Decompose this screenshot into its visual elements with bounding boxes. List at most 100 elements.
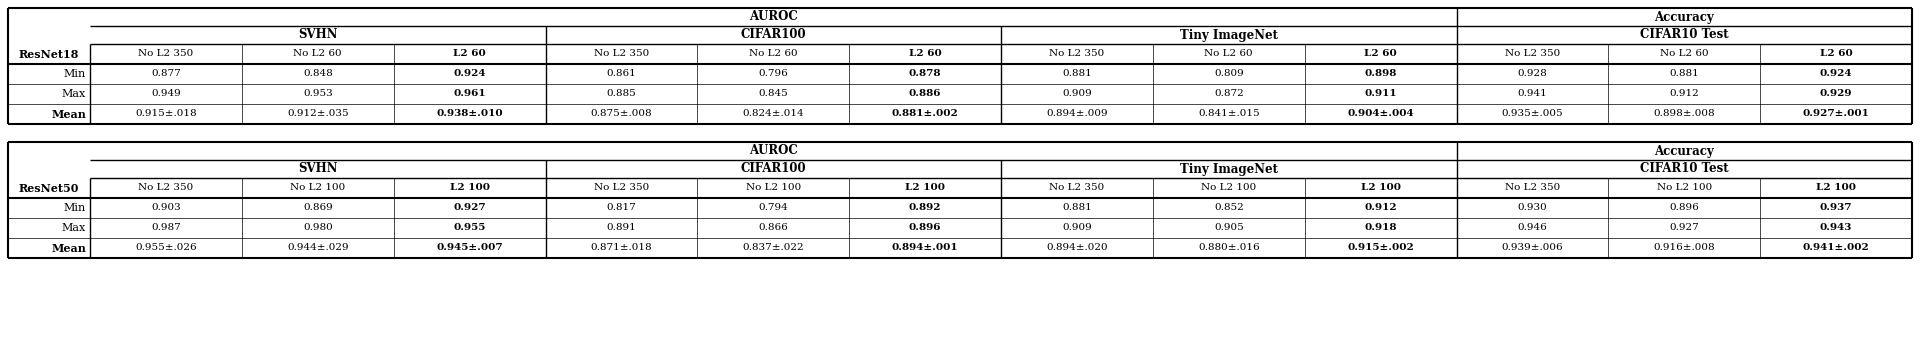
Text: No L2 350: No L2 350 <box>593 50 649 59</box>
Text: 0.927: 0.927 <box>1668 223 1699 233</box>
Text: No L2 350: No L2 350 <box>593 184 649 192</box>
Text: 0.943: 0.943 <box>1820 223 1853 233</box>
Text: 0.796: 0.796 <box>758 69 787 79</box>
Text: 0.898: 0.898 <box>1365 69 1396 79</box>
Text: 0.937: 0.937 <box>1820 204 1853 213</box>
Text: 0.875±.008: 0.875±.008 <box>591 110 653 119</box>
Text: 0.898±.008: 0.898±.008 <box>1653 110 1715 119</box>
Text: 0.924: 0.924 <box>453 69 486 79</box>
Text: Min: Min <box>63 203 86 213</box>
Text: Tiny ImageNet: Tiny ImageNet <box>1179 29 1277 41</box>
Text: 0.794: 0.794 <box>758 204 787 213</box>
Text: Min: Min <box>63 69 86 79</box>
Text: L2 60: L2 60 <box>1365 50 1398 59</box>
Text: 0.909: 0.909 <box>1062 90 1092 98</box>
Text: 0.912±.035: 0.912±.035 <box>286 110 349 119</box>
Text: 0.949: 0.949 <box>152 90 180 98</box>
Text: 0.915±.018: 0.915±.018 <box>134 110 196 119</box>
Text: 0.945±.007: 0.945±.007 <box>436 244 503 252</box>
Text: L2 60: L2 60 <box>1820 50 1853 59</box>
Text: 0.912: 0.912 <box>1668 90 1699 98</box>
Text: SVHN: SVHN <box>298 162 338 176</box>
Text: 0.930: 0.930 <box>1517 204 1548 213</box>
Text: 0.953: 0.953 <box>303 90 332 98</box>
Text: Max: Max <box>61 89 86 99</box>
Text: 0.980: 0.980 <box>303 223 332 233</box>
Text: L2 100: L2 100 <box>1816 184 1857 192</box>
Text: 0.809: 0.809 <box>1213 69 1244 79</box>
Text: 0.878: 0.878 <box>908 69 941 79</box>
Text: 0.915±.002: 0.915±.002 <box>1348 244 1413 252</box>
Text: 0.877: 0.877 <box>152 69 180 79</box>
Text: 0.939±.006: 0.939±.006 <box>1501 244 1563 252</box>
Text: 0.924: 0.924 <box>1820 69 1853 79</box>
Text: 0.891: 0.891 <box>607 223 636 233</box>
Text: No L2 60: No L2 60 <box>1204 50 1254 59</box>
Text: 0.896: 0.896 <box>1668 204 1699 213</box>
Text: 0.881±.002: 0.881±.002 <box>891 110 958 119</box>
Text: No L2 60: No L2 60 <box>749 50 797 59</box>
Text: 0.871±.018: 0.871±.018 <box>591 244 653 252</box>
Text: 0.903: 0.903 <box>152 204 180 213</box>
Text: 0.880±.016: 0.880±.016 <box>1198 244 1260 252</box>
Text: ResNet50: ResNet50 <box>19 183 79 193</box>
Text: No L2 350: No L2 350 <box>138 50 194 59</box>
Text: 0.881: 0.881 <box>1062 69 1092 79</box>
Text: No L2 60: No L2 60 <box>1661 50 1709 59</box>
Text: 0.894±.001: 0.894±.001 <box>891 244 958 252</box>
Text: AUROC: AUROC <box>749 145 797 157</box>
Text: 0.911: 0.911 <box>1365 90 1398 98</box>
Text: 0.837±.022: 0.837±.022 <box>743 244 804 252</box>
Text: 0.916±.008: 0.916±.008 <box>1653 244 1715 252</box>
Text: CIFAR100: CIFAR100 <box>741 29 806 41</box>
Text: 0.955±.026: 0.955±.026 <box>134 244 196 252</box>
Text: L2 100: L2 100 <box>904 184 945 192</box>
Text: 0.892: 0.892 <box>908 204 941 213</box>
Text: 0.848: 0.848 <box>303 69 332 79</box>
Text: 0.866: 0.866 <box>758 223 787 233</box>
Text: Mean: Mean <box>52 109 86 120</box>
Text: 0.935±.005: 0.935±.005 <box>1501 110 1563 119</box>
Text: No L2 350: No L2 350 <box>138 184 194 192</box>
Text: L2 100: L2 100 <box>449 184 490 192</box>
Text: 0.896: 0.896 <box>908 223 941 233</box>
Text: 0.885: 0.885 <box>607 90 636 98</box>
Text: 0.894±.009: 0.894±.009 <box>1046 110 1108 119</box>
Text: AUROC: AUROC <box>749 10 797 24</box>
Text: 0.824±.014: 0.824±.014 <box>743 110 804 119</box>
Text: 0.904±.004: 0.904±.004 <box>1348 110 1413 119</box>
Text: 0.955: 0.955 <box>453 223 486 233</box>
Text: Tiny ImageNet: Tiny ImageNet <box>1179 162 1277 176</box>
Text: Max: Max <box>61 223 86 233</box>
Text: 0.928: 0.928 <box>1517 69 1548 79</box>
Text: L2 60: L2 60 <box>908 50 941 59</box>
Text: L2 100: L2 100 <box>1361 184 1400 192</box>
Text: No L2 100: No L2 100 <box>1657 184 1713 192</box>
Text: No L2 100: No L2 100 <box>290 184 346 192</box>
Text: 0.872: 0.872 <box>1213 90 1244 98</box>
Text: 0.852: 0.852 <box>1213 204 1244 213</box>
Text: 0.869: 0.869 <box>303 204 332 213</box>
Text: 0.941: 0.941 <box>1517 90 1548 98</box>
Text: No L2 60: No L2 60 <box>294 50 342 59</box>
Text: 0.881: 0.881 <box>1062 204 1092 213</box>
Text: 0.912: 0.912 <box>1365 204 1398 213</box>
Text: 0.886: 0.886 <box>908 90 941 98</box>
Text: No L2 350: No L2 350 <box>1505 184 1561 192</box>
Text: CIFAR100: CIFAR100 <box>741 162 806 176</box>
Text: 0.881: 0.881 <box>1668 69 1699 79</box>
Text: 0.961: 0.961 <box>453 90 486 98</box>
Text: 0.944±.029: 0.944±.029 <box>286 244 349 252</box>
Text: 0.927: 0.927 <box>453 204 486 213</box>
Text: 0.927±.001: 0.927±.001 <box>1803 110 1870 119</box>
Text: SVHN: SVHN <box>298 29 338 41</box>
Text: No L2 350: No L2 350 <box>1050 184 1104 192</box>
Text: No L2 100: No L2 100 <box>1202 184 1256 192</box>
Text: 0.938±.010: 0.938±.010 <box>436 110 503 119</box>
Text: No L2 350: No L2 350 <box>1505 50 1561 59</box>
Text: 0.905: 0.905 <box>1213 223 1244 233</box>
Text: 0.861: 0.861 <box>607 69 636 79</box>
Text: CIFAR10 Test: CIFAR10 Test <box>1640 29 1728 41</box>
Text: 0.929: 0.929 <box>1820 90 1853 98</box>
Text: 0.845: 0.845 <box>758 90 787 98</box>
